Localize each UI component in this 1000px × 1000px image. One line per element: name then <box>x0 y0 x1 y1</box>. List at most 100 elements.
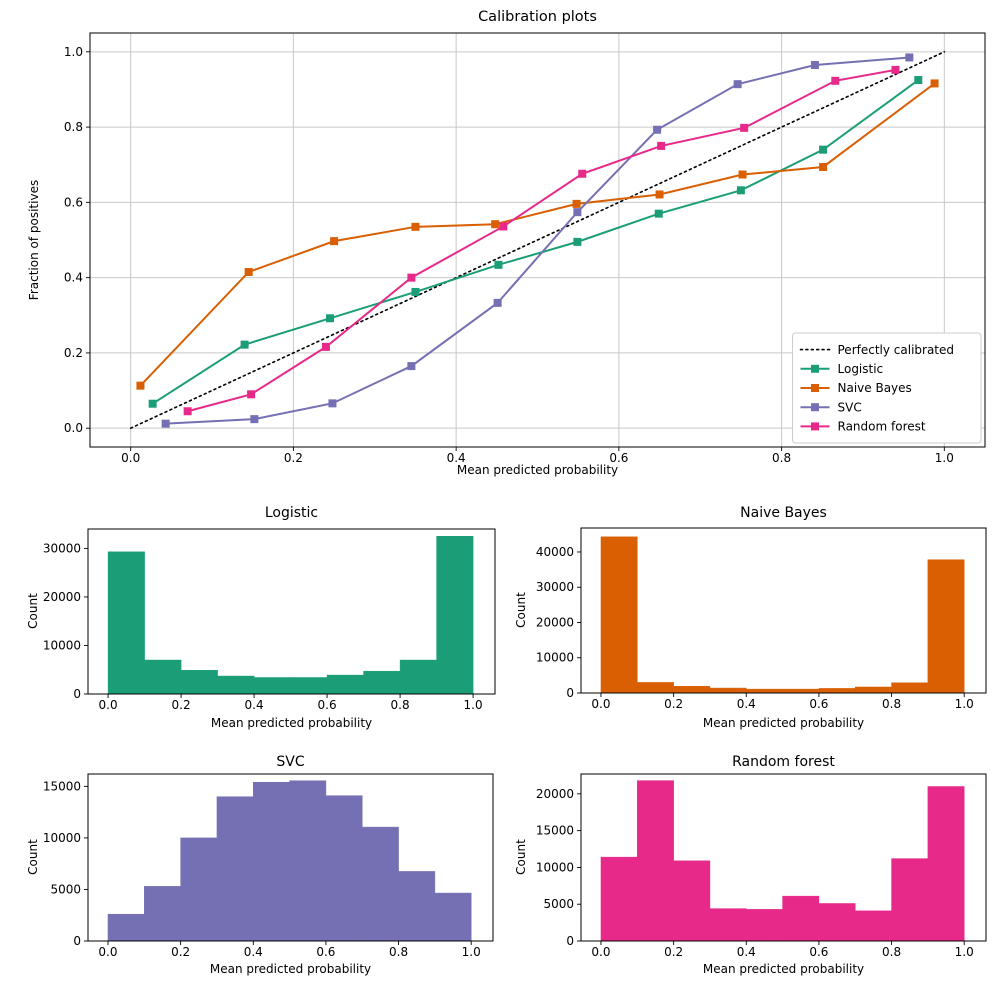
x-tick-label: 0.6 <box>809 697 828 711</box>
histogram-bar <box>180 837 218 942</box>
histogram-bar <box>891 682 929 694</box>
x-tick-label: 0.0 <box>591 697 610 711</box>
series-marker <box>161 419 170 428</box>
hist-random-forest-title: Random forest <box>732 754 835 770</box>
series-marker <box>330 237 339 246</box>
histogram-bar <box>399 659 437 695</box>
histogram-bar <box>326 674 364 695</box>
y-tick-label: 30000 <box>43 541 81 555</box>
series-marker <box>657 141 666 150</box>
series-marker <box>654 209 663 218</box>
y-tick-label: 10000 <box>536 860 574 874</box>
series-marker <box>407 273 416 282</box>
main-xlabel: Mean predicted probability <box>456 463 619 477</box>
y-tick-label: 1.0 <box>64 45 83 59</box>
hist-random-forest-ylabel: Count <box>514 839 528 875</box>
legend-box <box>792 332 982 444</box>
x-tick-label: 1.0 <box>955 697 974 711</box>
legend-label: Naive Bayes <box>838 381 912 395</box>
series-marker <box>653 125 662 134</box>
x-tick-label: 1.0 <box>464 698 483 712</box>
hist-naive-bayes-title: Naive Bayes <box>740 505 827 521</box>
histogram-bar <box>746 909 783 942</box>
y-tick-label: 15000 <box>536 824 574 838</box>
histogram-bar <box>673 860 711 942</box>
x-tick-label: 0.8 <box>391 698 410 712</box>
series-marker <box>326 314 335 323</box>
series-marker <box>810 60 819 69</box>
y-tick-label: 40000 <box>536 545 574 559</box>
y-tick-label: 10000 <box>43 638 81 652</box>
histogram-bar <box>927 786 965 942</box>
series-marker <box>247 390 256 399</box>
x-tick-label: 0.4 <box>737 697 756 711</box>
x-tick-label: 0.2 <box>664 945 683 959</box>
series-line-svc <box>165 56 910 425</box>
histogram-bar <box>107 913 145 942</box>
y-tick-label: 10000 <box>536 651 574 665</box>
histogram-bar <box>398 871 436 942</box>
histogram-bar <box>637 682 674 694</box>
x-tick-label: 0.4 <box>244 945 263 959</box>
histogram-bar <box>361 826 399 942</box>
histogram-bar <box>854 686 892 694</box>
histogram-bar <box>436 536 474 695</box>
series-marker <box>578 169 587 178</box>
series-marker <box>819 145 828 154</box>
x-tick-label: 0.4 <box>737 945 756 959</box>
histogram-bar <box>180 669 218 695</box>
x-tick-label: 0.4 <box>447 451 466 465</box>
histogram-bar <box>363 670 401 695</box>
series-marker <box>491 220 500 229</box>
axes-spine <box>580 773 987 942</box>
y-tick-label: 0 <box>73 934 81 948</box>
x-tick-label: 1.0 <box>462 945 481 959</box>
hist-naive-bayes-xlabel: Mean predicted probability <box>702 716 865 730</box>
y-tick-label: 0.2 <box>64 346 83 360</box>
histogram-bar <box>600 856 638 942</box>
histogram-bar <box>253 677 291 695</box>
series-marker <box>733 80 742 89</box>
main-chart-title: Calibration plots <box>478 9 597 25</box>
y-tick-label: 15000 <box>43 779 81 793</box>
legend-sample-marker <box>811 403 819 412</box>
histogram-bar <box>289 780 327 942</box>
x-tick-label: 0.4 <box>245 698 264 712</box>
series-marker <box>240 340 249 349</box>
series-marker <box>573 237 582 246</box>
legend-label: Logistic <box>838 362 884 376</box>
histogram-bar <box>144 886 181 942</box>
series-marker <box>136 381 145 390</box>
series-marker <box>407 362 416 371</box>
histogram-bar <box>854 910 892 942</box>
legend-sample-marker <box>811 364 819 373</box>
legend-label: Perfectly calibrated <box>838 343 955 357</box>
y-tick-label: 0 <box>73 687 81 701</box>
x-tick-label: 0.0 <box>121 451 140 465</box>
x-tick-label: 0.0 <box>591 945 610 959</box>
histogram-bar <box>818 688 856 694</box>
x-tick-label: 0.2 <box>284 451 303 465</box>
histogram-bar <box>891 858 929 942</box>
series-marker <box>655 190 664 199</box>
y-tick-label: 30000 <box>536 580 574 594</box>
series-marker <box>183 407 192 416</box>
y-tick-label: 5000 <box>543 897 574 911</box>
x-tick-label: 0.2 <box>171 945 190 959</box>
hist-random-forest-svg: 0.0 0.2 0.4 0.6 0.8 1.0 0 5000 10000 15000 20000 <box>536 773 987 959</box>
x-tick-label: 0.8 <box>882 945 901 959</box>
hist-svc-svg: 0.0 0.2 0.4 0.6 0.8 1.0 0 5000 10000 15000 <box>43 773 494 959</box>
series-marker <box>905 53 914 62</box>
hist-logistic-xlabel: Mean predicted probability <box>210 716 373 730</box>
main-ylabel: Fraction of positives <box>27 179 41 301</box>
histogram-bar <box>637 780 674 942</box>
hist-naive-bayes-ylabel: Count <box>514 592 528 628</box>
series-marker <box>738 170 747 179</box>
y-tick-label: 10000 <box>43 831 81 845</box>
histogram-bar <box>782 688 820 694</box>
series-marker <box>244 267 253 276</box>
histogram-bar <box>217 675 255 695</box>
series-marker <box>572 199 581 208</box>
series-marker <box>736 186 745 195</box>
